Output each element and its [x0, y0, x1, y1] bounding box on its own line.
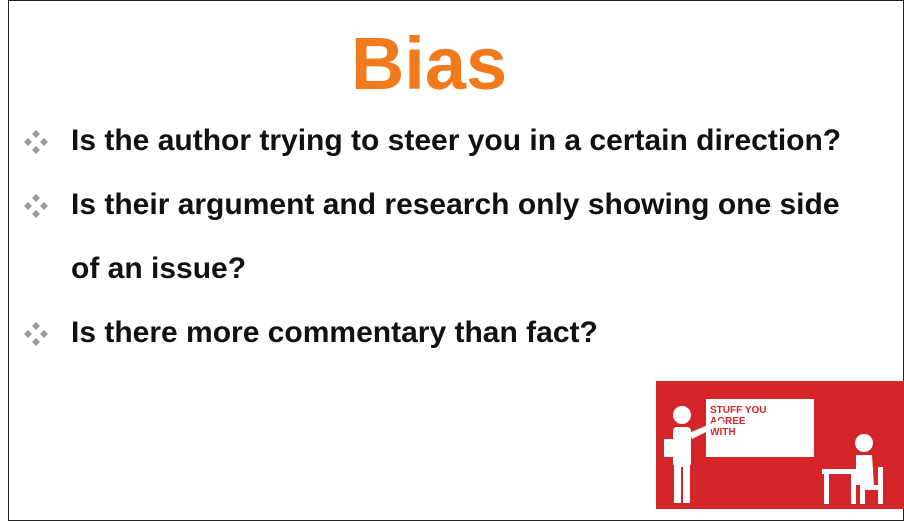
bullet-icon [23, 129, 49, 155]
bullet-list: Is the author trying to steer you in a c… [71, 109, 846, 365]
bullet-item: Is their argument and research only show… [71, 173, 846, 301]
bullet-text: Is their argument and research only show… [71, 188, 840, 285]
slide: Bias Is the author trying to steer you i… [8, 0, 904, 521]
bullet-item: Is there more commentary than fact? [71, 301, 846, 365]
illustration: STUFF YOU AGREE WITH [656, 381, 904, 509]
slide-title: Bias [9, 19, 849, 109]
bullet-icon [23, 321, 49, 347]
board-label-box: STUFF YOU AGREE WITH [710, 405, 810, 445]
bullet-text: Is there more commentary than fact? [71, 316, 598, 349]
bullet-text: Is the author trying to steer you in a c… [71, 124, 841, 157]
page: Bias Is the author trying to steer you i… [0, 0, 904, 521]
bullet-icon [23, 193, 49, 219]
bullet-item: Is the author trying to steer you in a c… [71, 109, 846, 173]
